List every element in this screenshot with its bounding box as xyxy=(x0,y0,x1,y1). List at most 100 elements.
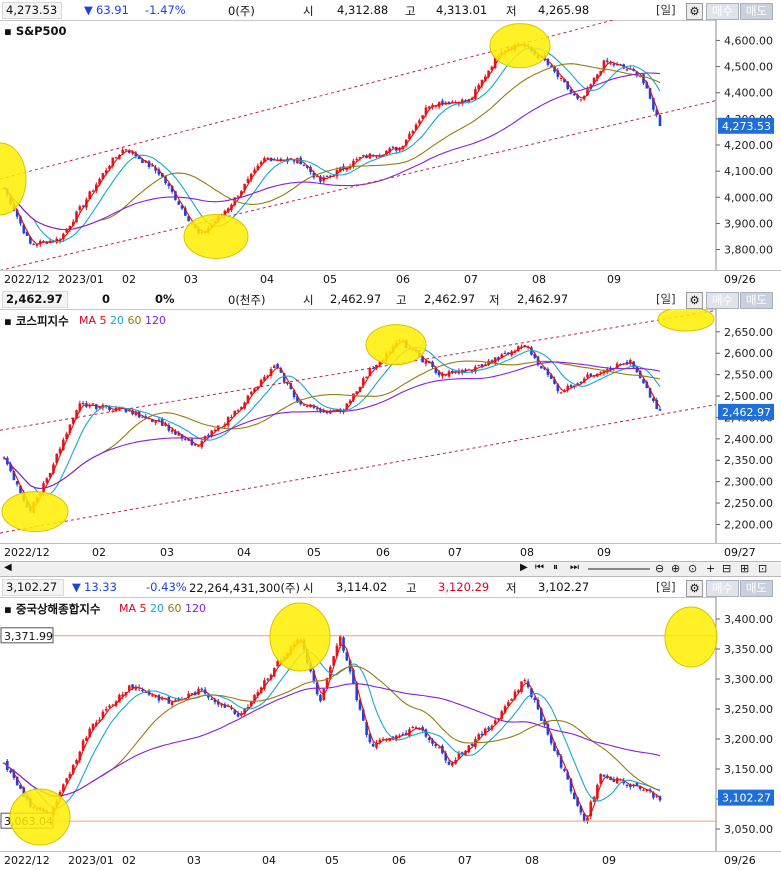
candle-body xyxy=(15,209,19,217)
candle-body xyxy=(579,805,583,813)
y-tick-label: 2,300.00 xyxy=(724,476,773,489)
candle-body xyxy=(523,345,527,347)
candle-body xyxy=(467,745,471,753)
candle-body xyxy=(615,777,619,784)
candle-body xyxy=(65,229,68,233)
candle-body xyxy=(385,150,388,155)
candle-body xyxy=(480,733,484,736)
candle-body xyxy=(602,60,606,71)
candle-body xyxy=(497,357,500,360)
candle-body xyxy=(157,169,161,175)
candle-body xyxy=(632,784,635,786)
buy-button[interactable]: 매수 xyxy=(706,3,739,20)
add-icon[interactable]: + xyxy=(706,562,716,575)
level-high-box xyxy=(0,627,54,644)
fit-icon[interactable]: ⊟ xyxy=(722,562,732,575)
sell-button[interactable]: 매도 xyxy=(740,292,773,309)
candle-body xyxy=(507,352,510,354)
candle-body xyxy=(652,97,655,110)
candle-body xyxy=(243,183,246,191)
candle-body xyxy=(569,385,573,388)
candle-body xyxy=(355,158,359,160)
candle-body xyxy=(523,680,527,682)
sell-button[interactable]: 매도 xyxy=(740,3,773,20)
candle-body xyxy=(305,165,309,168)
candle-body xyxy=(490,66,494,71)
candle-body xyxy=(315,175,319,177)
zoom-out-icon[interactable]: ⊖ xyxy=(655,562,665,575)
candle-body xyxy=(362,378,365,386)
candle-body xyxy=(259,379,263,386)
pause-icon[interactable]: ⏸ xyxy=(553,562,558,573)
scroll-right-icon[interactable]: ▶ xyxy=(520,562,528,573)
candle-body xyxy=(480,79,484,86)
current-price-tag xyxy=(718,403,774,420)
gear-icon[interactable]: ⚙ xyxy=(686,3,703,20)
candle-body xyxy=(375,156,378,158)
y-tick-label: 3,150.00 xyxy=(724,763,773,776)
first-icon[interactable]: ⏮ xyxy=(535,562,544,573)
timeframe[interactable]: [일] xyxy=(656,292,676,306)
volume: 0(천주) xyxy=(228,293,266,307)
candle-body xyxy=(292,159,296,162)
candle-body xyxy=(348,400,352,404)
candle-body xyxy=(648,388,652,398)
candle-body xyxy=(108,705,111,708)
candle-body xyxy=(566,772,569,780)
candle-body xyxy=(388,738,391,741)
buy-button[interactable]: 매수 xyxy=(706,292,739,309)
current-price-text: 2,462.97 xyxy=(722,406,771,419)
trend-channel-line xyxy=(0,309,717,431)
candle-body xyxy=(299,400,302,405)
open-label: 시 xyxy=(303,293,314,307)
candle-body xyxy=(319,408,322,412)
highlight-circle xyxy=(365,324,427,366)
gear-icon[interactable]: ⚙ xyxy=(686,580,703,597)
shanghai-chart[interactable]: 3,400.00 3,350.00 3,300.00 3,250.00 3,200.00… xyxy=(0,597,781,851)
timeframe[interactable]: [일] xyxy=(656,3,676,17)
candle-body xyxy=(553,66,556,72)
candle-body xyxy=(124,409,128,413)
candle-body xyxy=(431,739,434,744)
buy-button[interactable]: 매수 xyxy=(706,580,739,597)
y-tick-label: 3,250.00 xyxy=(724,703,773,716)
zoom-slider[interactable] xyxy=(588,568,650,570)
candle-body xyxy=(253,388,256,393)
candle-body xyxy=(197,688,200,695)
candle-body xyxy=(546,369,550,375)
trend-channel-line xyxy=(0,100,717,270)
candle-body xyxy=(240,407,243,410)
kospi-chart[interactable]: 2,650.002,600.002,550.002,500.002,450.00… xyxy=(0,309,781,543)
change: 13.33 xyxy=(84,580,117,594)
x-tick-label: 02 xyxy=(122,854,136,867)
sell-button[interactable]: 매도 xyxy=(740,580,773,597)
scroll-left-icon[interactable]: ◀ xyxy=(4,562,12,573)
candle-body xyxy=(68,773,72,779)
expand-icon[interactable]: ⊡ xyxy=(758,562,768,575)
candle-body xyxy=(62,784,65,792)
candle-body xyxy=(141,690,144,692)
candle-body xyxy=(483,728,487,735)
candle-body xyxy=(645,82,649,89)
candle-body xyxy=(592,77,596,84)
timeframe[interactable]: [일] xyxy=(656,580,676,594)
last-icon[interactable]: ⏭ xyxy=(570,562,579,573)
split-icon[interactable]: ⊞ xyxy=(740,562,750,575)
gear-icon[interactable]: ⚙ xyxy=(686,292,703,309)
candle-body xyxy=(35,244,39,246)
y-tick-label: 2,200.00 xyxy=(724,518,773,531)
x-tick-label: 07 xyxy=(458,854,472,867)
ma-legend: MA 5 20 60 120 xyxy=(119,602,206,615)
high-label: 고 xyxy=(405,4,416,18)
zoom-in-icon[interactable]: ⊕ xyxy=(671,562,681,575)
candle-body xyxy=(418,120,421,124)
chart-scrollbar[interactable]: ◀ ▶ ⏮ ⏸ ⏭ ⊖ ⊕ ⊙ + ⊟ ⊞ ⊡ xyxy=(0,561,781,577)
candle-body xyxy=(362,155,365,157)
candle-body xyxy=(553,742,556,752)
candle-body xyxy=(226,208,230,213)
candle-body xyxy=(427,737,431,741)
panel3-header: 3,102.27 ▼ 13.33 -0.43% 22,264,431,300(주… xyxy=(0,577,781,598)
reset-icon[interactable]: ⊙ xyxy=(688,562,698,575)
sp500-chart[interactable]: 4,600.004,500.004,400.004,300.004,200.00… xyxy=(0,20,781,270)
highlight-circle xyxy=(183,213,249,259)
